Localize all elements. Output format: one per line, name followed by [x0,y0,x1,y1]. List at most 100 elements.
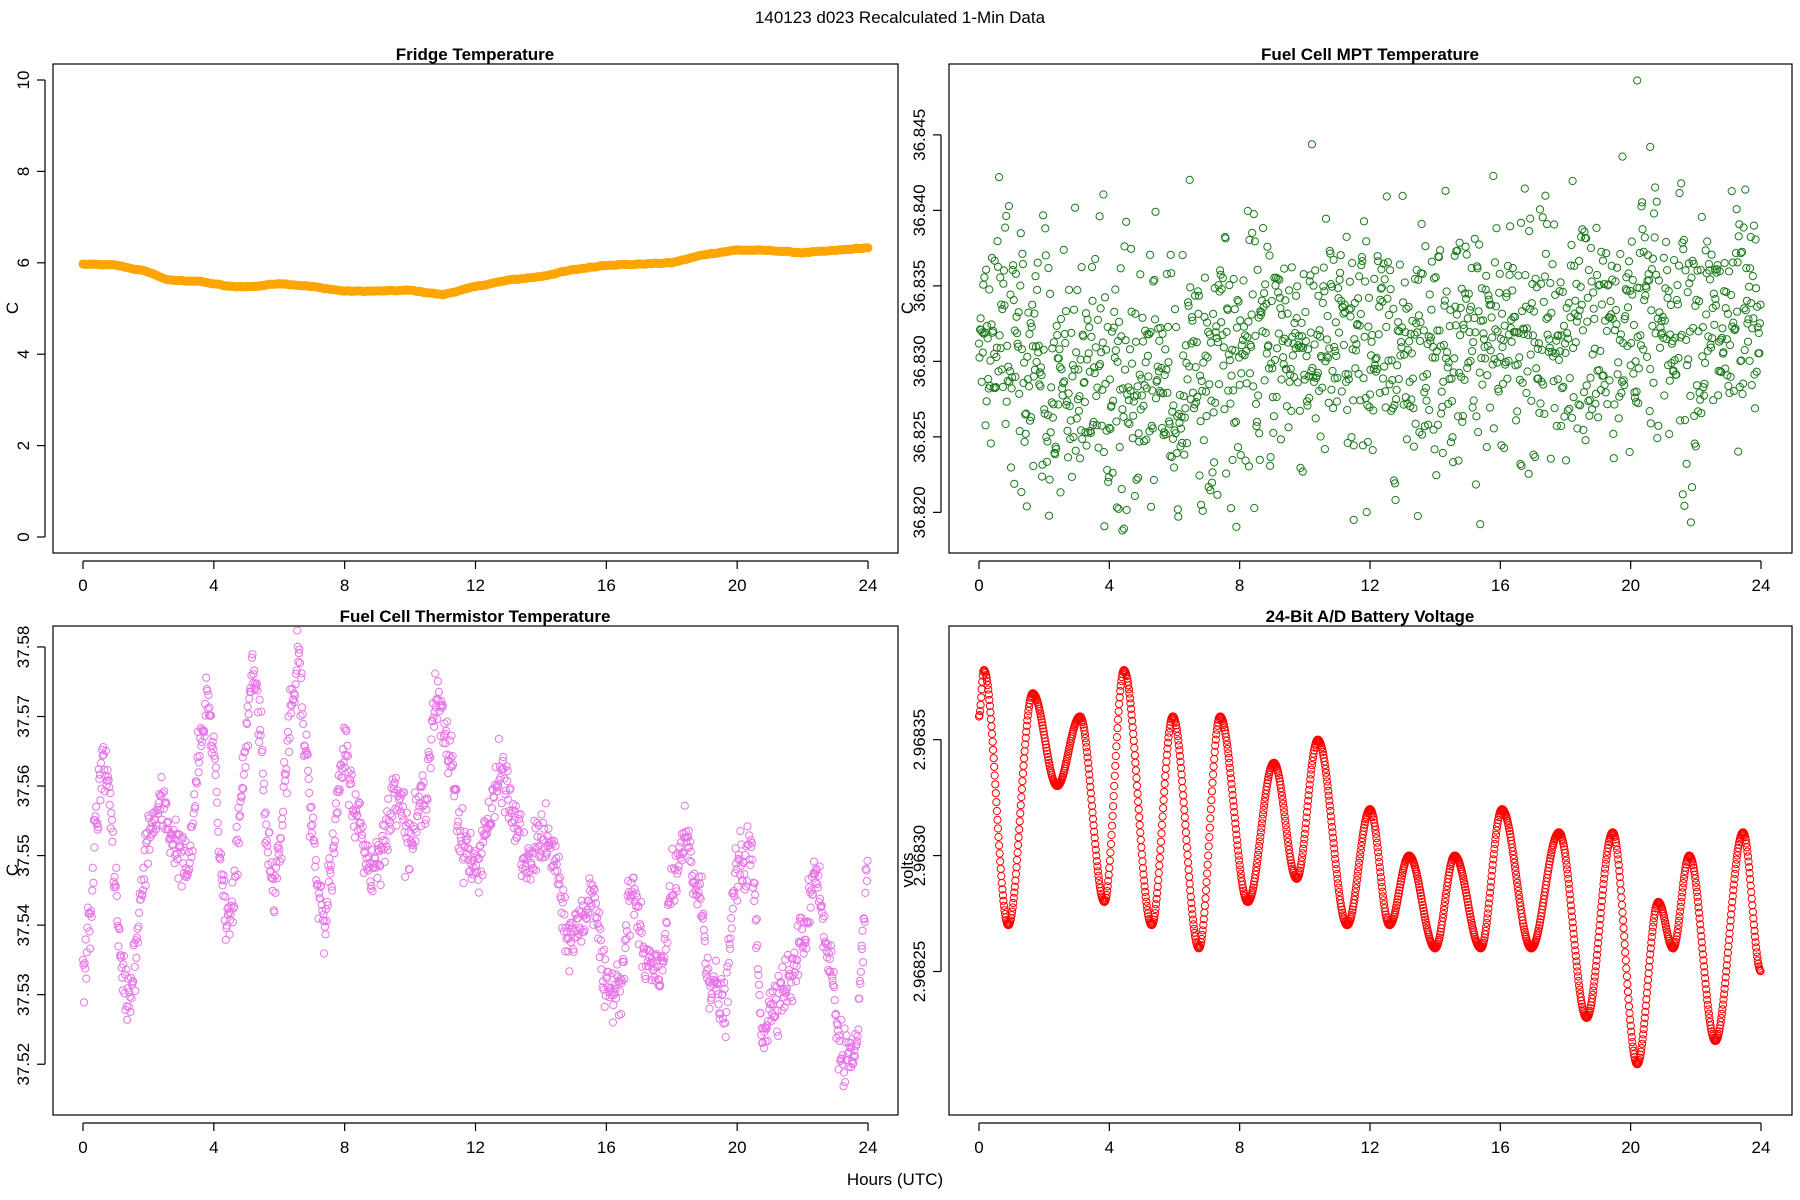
data-point [770,981,779,990]
data-point [1163,388,1172,397]
data-point [1232,323,1242,332]
data-point [1081,738,1091,747]
data-point [855,976,864,986]
data-point [1224,386,1233,395]
data-point [390,778,399,787]
data-point [1181,828,1191,837]
data-point [1615,866,1624,875]
data-point [304,766,313,775]
data-point [185,858,194,868]
data-point [358,830,367,840]
data-point [1111,761,1120,771]
data-point [1219,361,1228,370]
data-point [1281,816,1290,825]
data-point [1390,401,1399,410]
data-point [1599,371,1608,380]
data-point [1542,220,1552,229]
data-point [507,818,517,827]
data-point [1010,888,1019,897]
data-point [1115,693,1124,702]
data-point [1598,256,1608,265]
data-point [1251,866,1261,876]
data-point [1138,864,1148,873]
data-point [1049,338,1059,347]
x-axis: 0 4 8 12 16 20 24 [78,1122,877,1157]
data-point [1755,966,1765,975]
data-point [1753,323,1762,332]
data-point [311,862,320,871]
data-point [1465,328,1474,337]
data-point [1594,939,1603,948]
data-point [1364,293,1374,302]
data-point [1746,881,1755,890]
data-point [1139,870,1148,879]
data-point [1614,358,1623,367]
data-point [233,835,242,844]
data-point [1586,243,1596,253]
data-point [554,852,564,862]
data-point [248,650,257,659]
data-point [1321,764,1330,773]
data-point [1506,222,1515,231]
data-point [826,941,836,950]
data-point [1191,363,1200,372]
data-point [1489,171,1498,181]
data-point [1138,337,1148,346]
data-point [1459,320,1468,329]
data-point [1487,300,1496,309]
data-point [1093,383,1102,392]
data-point [1056,314,1066,324]
data-point [1033,258,1042,267]
data-point [1339,340,1349,350]
data-point [430,722,439,731]
data-point [829,967,838,977]
data-point [388,812,397,821]
data-point [1102,426,1111,435]
data-point [1670,256,1679,265]
data-point [1084,349,1093,358]
data-point [1748,901,1757,910]
data-point [1066,416,1075,425]
data-point [1613,850,1622,859]
data-point [735,856,744,865]
data-point [291,680,300,689]
data-point [629,873,638,882]
data-point [1700,379,1709,388]
data-point [1690,870,1699,879]
data-point [1059,379,1068,388]
data-point [742,877,752,886]
data-point [1629,320,1639,330]
data-point [1606,297,1615,306]
data-point [549,836,559,846]
data-point [1236,451,1245,460]
y-tick-label: 2.96825 [910,941,929,1002]
data-point [1158,812,1167,821]
data-point [157,773,166,782]
data-point [241,763,250,772]
data-point [135,908,144,917]
data-point [700,932,709,941]
data-point [261,839,270,848]
data-point [1400,278,1409,287]
data-point [1172,449,1181,458]
data-point [1052,321,1061,330]
data-point [1015,817,1024,826]
data-point [1222,327,1231,336]
data-point [984,375,993,384]
data-point [696,894,705,904]
data-point [1207,796,1216,805]
data-point [650,973,659,982]
data-point [1375,863,1384,872]
data-point [1184,858,1193,867]
data-point [1583,317,1592,326]
data-point [204,691,213,700]
y-tick-label: 37.54 [14,904,33,947]
data-point [1045,511,1054,520]
y-tick-label: 36.830 [910,335,929,387]
data-point [1373,843,1382,852]
data-point [130,962,139,972]
data-point [1135,370,1144,379]
x-tick-label: 20 [1621,576,1640,595]
data-point [756,1009,765,1018]
data-point [1643,975,1653,984]
